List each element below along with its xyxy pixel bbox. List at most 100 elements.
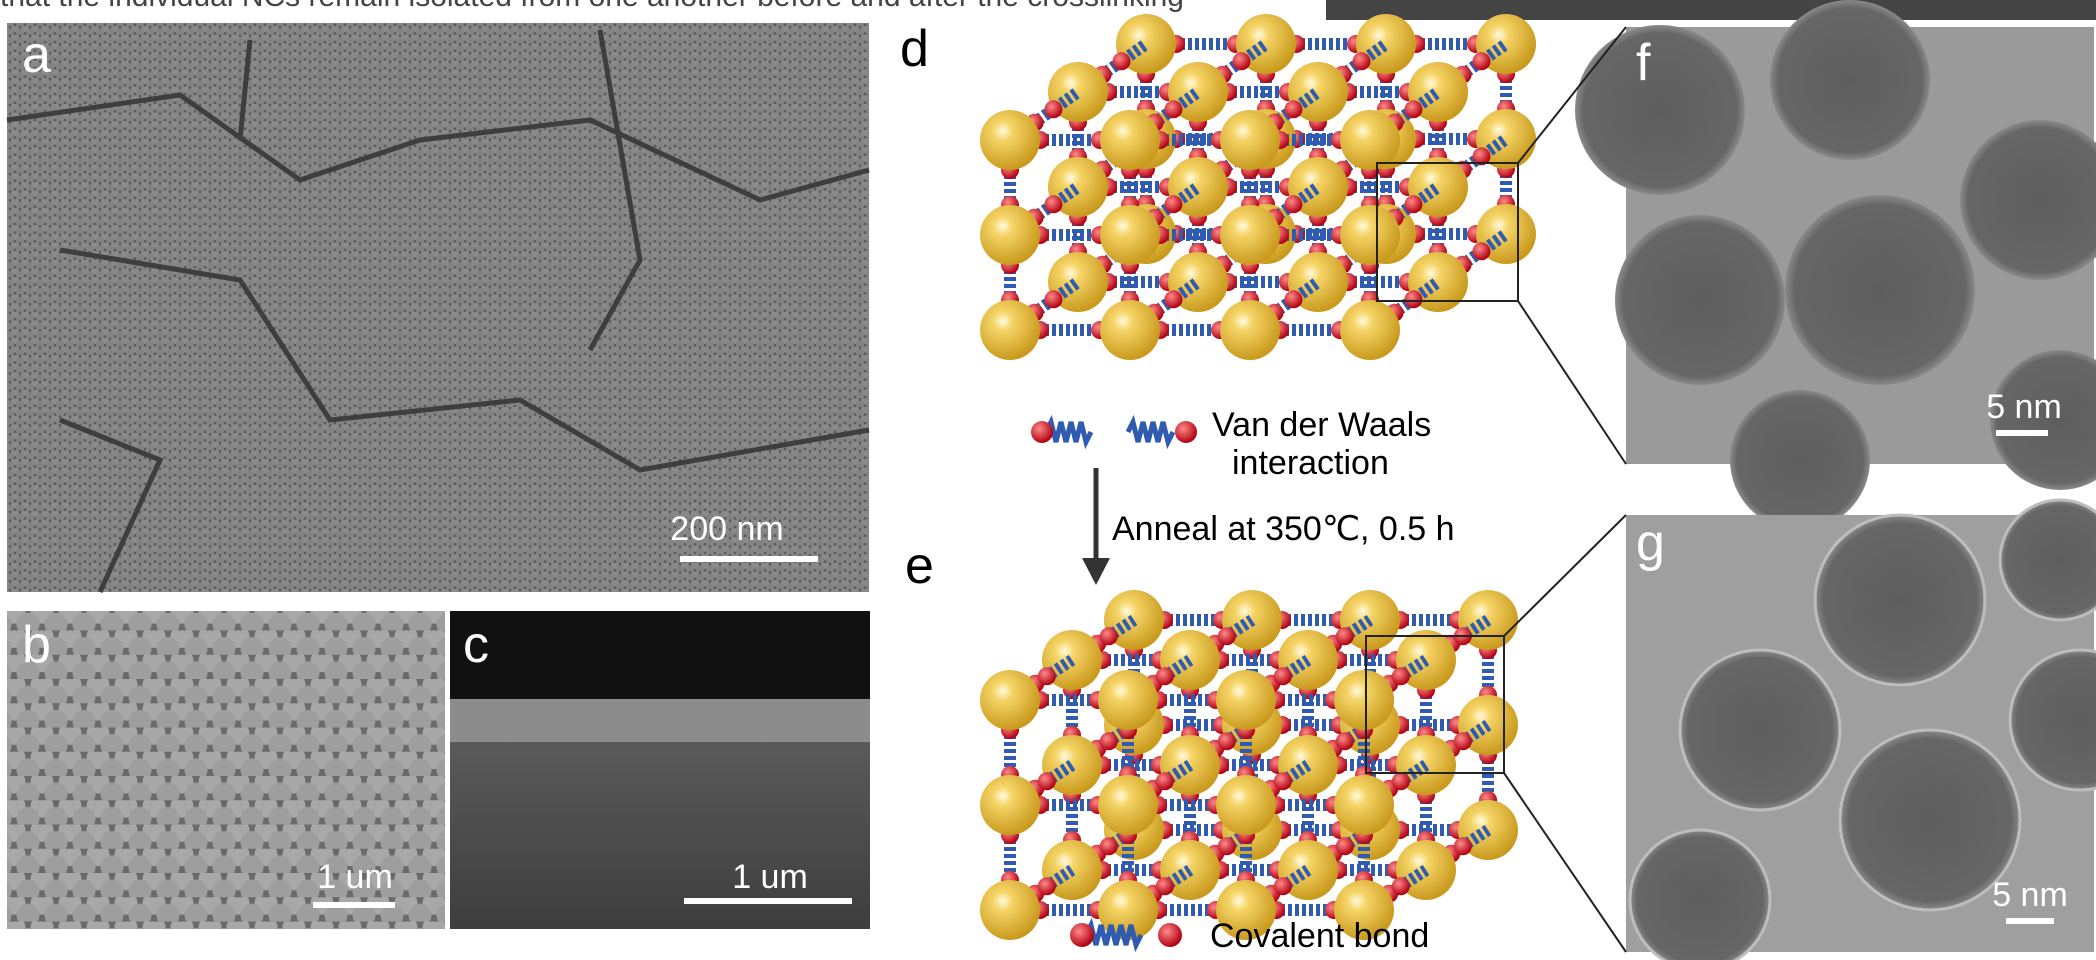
nanocrystal — [1168, 252, 1228, 312]
scale-bar — [313, 902, 395, 908]
nanocrystal — [1116, 14, 1176, 74]
nanocrystal — [1838, 728, 2022, 912]
end-group — [1217, 837, 1236, 856]
nanocrystal — [1340, 110, 1400, 170]
end-group — [1273, 772, 1292, 791]
nanocrystal — [1048, 252, 1108, 312]
nanocrystal — [1048, 157, 1108, 217]
scale-bar-label: 1 um — [317, 858, 393, 896]
lattice-e — [980, 590, 1518, 940]
end-group — [1164, 195, 1183, 214]
end-group — [1391, 772, 1410, 791]
nanocrystal — [980, 205, 1040, 265]
nanocrystal — [980, 880, 1040, 940]
end-group — [1155, 772, 1174, 791]
end-group — [1472, 242, 1491, 261]
scale-bar — [1996, 430, 2048, 436]
nanocrystal — [1628, 828, 1772, 960]
anneal-text: Anneal at 350℃, 0.5 h — [1112, 510, 1455, 548]
nanocrystal — [1356, 14, 1416, 74]
lattice-d — [980, 14, 1536, 360]
nanocrystal — [1408, 157, 1468, 217]
end-group — [1335, 732, 1354, 751]
nanocrystal — [1168, 157, 1228, 217]
nanocrystal — [1100, 300, 1160, 360]
scale-bar-label: 5 nm — [1992, 876, 2068, 914]
nanocrystal — [1100, 110, 1160, 170]
nanocrystal — [1615, 215, 1785, 385]
nanocrystal — [1770, 0, 1930, 160]
end-group — [1472, 52, 1491, 71]
panel-b: b 1 um — [7, 611, 445, 929]
scale-bar-label: 1 um — [732, 858, 808, 896]
nanocrystal — [1990, 350, 2096, 490]
end-group — [1453, 732, 1472, 751]
zoom-line — [1517, 26, 1627, 465]
panel-label: g — [1636, 514, 1665, 572]
end-group — [1112, 52, 1131, 71]
end-group — [1284, 195, 1303, 214]
end-group — [1273, 877, 1292, 896]
nanocrystal — [1098, 775, 1158, 835]
nanocrystal — [2008, 648, 2096, 792]
scale-bar — [2006, 918, 2054, 924]
panel-label: d — [900, 20, 929, 78]
legend-icon — [1070, 917, 1182, 953]
end-group — [1099, 732, 1118, 751]
nanocrystal — [1476, 109, 1536, 169]
end-group — [1232, 52, 1251, 71]
end-group — [1391, 667, 1410, 686]
nanocrystal — [1334, 670, 1394, 730]
nanocrystal — [1098, 670, 1158, 730]
end-group — [1453, 837, 1472, 856]
grain-boundary — [6, 29, 870, 594]
end-group — [1044, 290, 1063, 309]
end-group — [1099, 627, 1118, 646]
caption-fragment: that the individual NCs remain isolated … — [0, 0, 1184, 13]
nanocrystal — [1216, 880, 1276, 940]
nanocrystal — [1730, 390, 1870, 530]
legend-text: Van der Waals — [1212, 406, 1431, 444]
legend-text: Covalent bond — [1210, 917, 1429, 955]
nanocrystal — [1048, 62, 1108, 122]
end-group — [1164, 290, 1183, 309]
nanocrystal — [1220, 110, 1280, 170]
scale-bar — [680, 556, 818, 562]
panel-label: b — [22, 616, 51, 674]
panel-f: f 5 nm — [1575, 0, 2096, 530]
zoom-line — [1503, 514, 1627, 953]
legend-text: interaction — [1232, 444, 1389, 482]
sem-image — [7, 611, 445, 929]
end-group — [1335, 837, 1354, 856]
panel-g: g 5 nm — [1626, 498, 2096, 960]
film-layer — [450, 699, 870, 742]
sem-image — [7, 23, 869, 592]
end-group — [1099, 837, 1118, 856]
nanocrystal — [980, 775, 1040, 835]
nanocrystal — [1678, 648, 1842, 812]
nanocrystal — [1476, 14, 1536, 74]
end-group — [1404, 195, 1423, 214]
scale-bar-label: 5 nm — [1986, 388, 2062, 426]
nanocrystal — [1334, 880, 1394, 940]
nanocrystal — [1340, 205, 1400, 265]
nanocrystal — [1236, 14, 1296, 74]
end-group — [1037, 877, 1056, 896]
end-group — [1037, 772, 1056, 791]
nanocrystal — [1168, 62, 1228, 122]
end-group — [1155, 877, 1174, 896]
scale-bar — [684, 898, 852, 904]
nanocrystal — [1785, 195, 1975, 385]
nanocrystal — [980, 300, 1040, 360]
end-group — [1044, 100, 1063, 119]
nanocrystal — [1288, 62, 1348, 122]
nanocrystal — [1334, 775, 1394, 835]
nanocrystal — [1960, 120, 2096, 280]
end-group — [1391, 877, 1410, 896]
nanocrystal — [1100, 205, 1160, 265]
panel-label: f — [1636, 34, 1651, 92]
nanocrystal — [980, 110, 1040, 170]
nanocrystal — [1340, 300, 1400, 360]
end-group — [1284, 100, 1303, 119]
